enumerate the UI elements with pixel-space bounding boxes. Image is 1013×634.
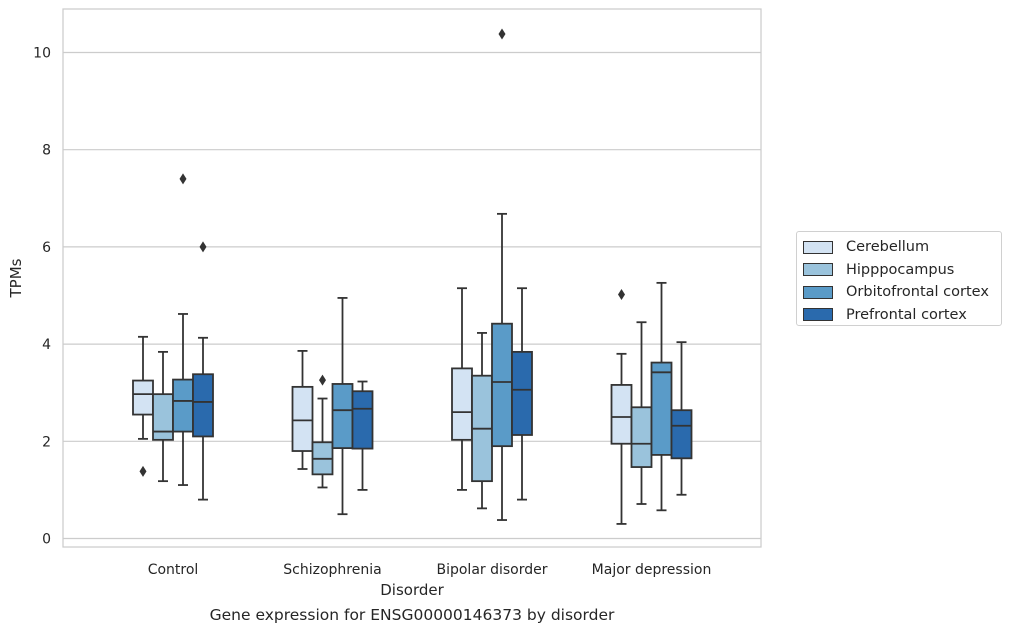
outlier-point (319, 374, 326, 386)
legend-label: Cerebellum (846, 239, 930, 256)
legend-label: Prefrontal cortex (846, 306, 967, 323)
x-tick-label: Bipolar disorder (436, 562, 547, 578)
box-cerebellum (291, 350, 314, 470)
iqr-box (630, 406, 653, 468)
outlier-point (618, 289, 625, 301)
box-hipppocampus (630, 321, 653, 505)
legend-label: Hipppocampus (846, 261, 955, 278)
y-tick-label: 4 (42, 337, 51, 353)
legend-swatch (803, 240, 833, 254)
iqr-box (670, 409, 693, 460)
outlier-point (179, 173, 187, 185)
box-orbitofrontal-cortex (491, 28, 513, 521)
outlier-point (139, 465, 147, 477)
legend-swatch (803, 263, 833, 277)
iqr-box (610, 384, 633, 445)
iqr-box (132, 379, 154, 416)
boxes (132, 28, 693, 525)
legend-item: Hipppocampus (797, 259, 1001, 282)
iqr-box (192, 373, 214, 438)
iqr-box (451, 367, 473, 441)
box-hipppocampus (152, 350, 174, 483)
box-hipppocampus (471, 332, 493, 510)
plot-area-frame (62, 8, 762, 548)
legend-swatch (803, 308, 833, 322)
iqr-box (511, 350, 533, 436)
box-prefrontal-cortex (351, 380, 374, 491)
box-orbitofrontal-cortex (331, 297, 354, 516)
legend-item: Cerebellum (797, 236, 1001, 259)
box-prefrontal-cortex (192, 241, 214, 501)
outlier-point (199, 241, 207, 253)
box-orbitofrontal-cortex (172, 173, 194, 486)
outlier-point (498, 28, 506, 40)
x-axis-label: Disorder (380, 581, 444, 599)
y-tick-label: 8 (42, 143, 51, 159)
box-cerebellum (451, 287, 473, 491)
legend-item: Prefrontal cortex (797, 304, 1001, 327)
box-cerebellum (610, 289, 633, 525)
x-tick-label: Control (148, 562, 199, 578)
x-tick-label: Major depression (592, 562, 712, 578)
iqr-box (331, 383, 354, 450)
iqr-box (650, 361, 673, 456)
iqr-box (351, 390, 374, 450)
gridlines (63, 51, 761, 540)
box-orbitofrontal-cortex (650, 281, 673, 512)
legend-swatch (803, 285, 833, 299)
iqr-box (291, 385, 314, 452)
legend-label: Orbitofrontal cortex (846, 284, 989, 301)
x-axis-ticks: Control Schizophrenia Bipolar disorder Majo… (148, 562, 712, 578)
y-tick-label: 0 (42, 532, 51, 548)
legend: Cerebellum Hipppocampus Orbitofrontal cort… (796, 231, 1002, 326)
box-hipppocampus (311, 374, 334, 489)
y-tick-label: 10 (33, 46, 51, 62)
iqr-box (491, 322, 513, 448)
box-prefrontal-cortex (670, 341, 693, 496)
box-cerebellum (132, 335, 154, 477)
iqr-box (172, 378, 194, 433)
y-axis-ticks: 0 2 4 6 8 10 (33, 46, 51, 548)
y-tick-label: 6 (42, 240, 51, 256)
x-tick-label: Schizophrenia (283, 562, 381, 578)
chart-caption: Gene expression for ENSG00000146373 by d… (209, 606, 615, 624)
y-tick-label: 2 (42, 434, 51, 450)
iqr-box (152, 393, 174, 441)
box-prefrontal-cortex (511, 287, 533, 501)
legend-item: Orbitofrontal cortex (797, 281, 1001, 304)
y-axis-label: TPMs (7, 258, 25, 298)
